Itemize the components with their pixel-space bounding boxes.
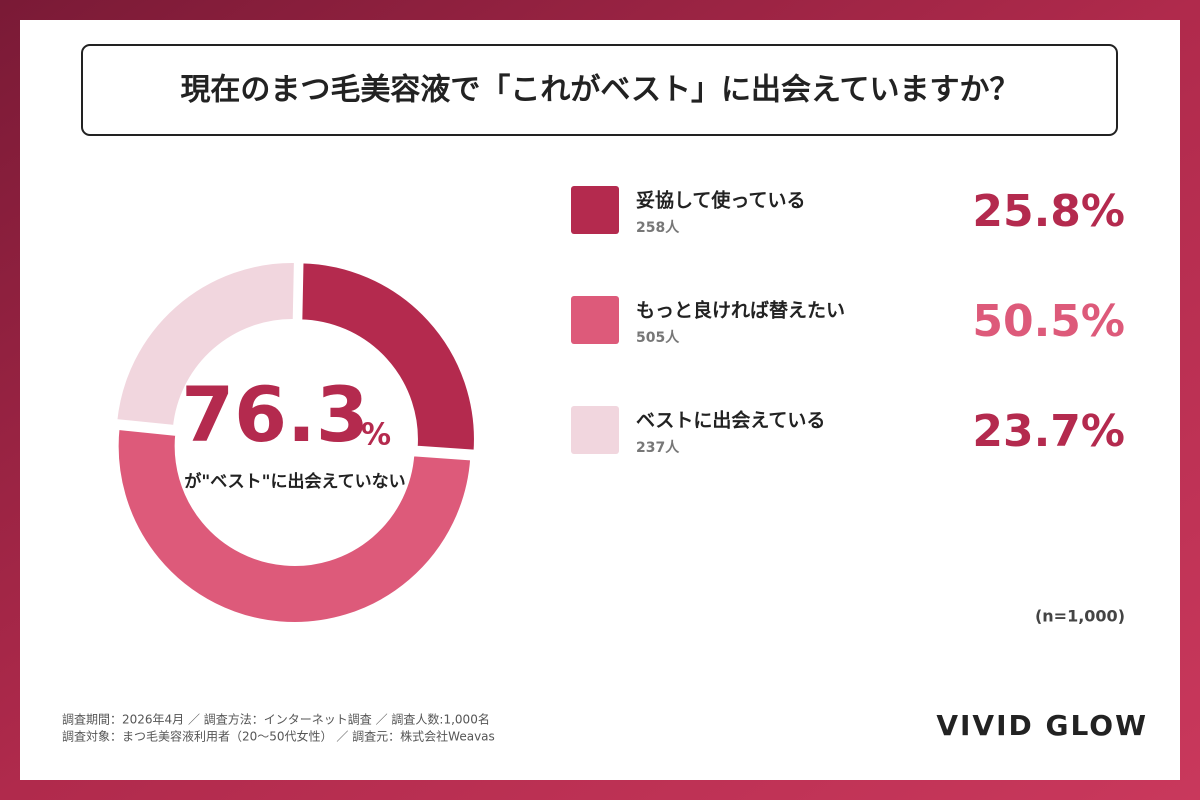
legend-label: もっと良ければ替えたい bbox=[636, 299, 845, 322]
legend: 妥協して使っている 258人 25.8% もっと良ければ替えたい 505人 50.5% ベス… bbox=[571, 186, 1125, 457]
legend-swatch bbox=[571, 186, 619, 234]
value-label: 50.5% bbox=[972, 296, 1125, 347]
legend-count: 505人 bbox=[636, 329, 680, 346]
donut-slice bbox=[113, 259, 298, 430]
donut bbox=[113, 259, 478, 626]
legend-count: 237人 bbox=[636, 439, 680, 456]
donut-slice bbox=[298, 259, 478, 454]
value-label: 23.7% bbox=[972, 406, 1125, 457]
panel bbox=[20, 20, 1180, 780]
legend-swatch bbox=[571, 296, 619, 344]
legend-swatch bbox=[571, 406, 619, 454]
chart-title: 現在のまつ毛美容液で「これがベスト」に出会えていますか？ bbox=[180, 73, 1019, 108]
sample-note: (n=1,000) bbox=[1035, 607, 1125, 626]
legend-label: 妥協して使っている bbox=[636, 190, 805, 212]
footer-line: 調査対象：まつ毛美容液利用者（20〜50代女性） ／ 調査元：株式会社Weava… bbox=[62, 729, 495, 744]
legend-count: 258人 bbox=[636, 219, 680, 236]
brand: VIVID GLOW bbox=[936, 709, 1148, 742]
value-label: 25.8% bbox=[972, 186, 1125, 237]
center-value: 76.3 bbox=[181, 370, 369, 459]
center-caption: が"ベスト"に出会えていない bbox=[184, 471, 405, 492]
footer-line: 調査期間：2026年4月 ／ 調査方法：インターネット調査 ／ 調査人数:1,0… bbox=[62, 712, 490, 727]
donut-slice bbox=[114, 425, 475, 626]
title-box bbox=[81, 44, 1118, 136]
center-unit: % bbox=[361, 418, 391, 453]
legend-label: ベストに出会えている bbox=[636, 409, 825, 432]
